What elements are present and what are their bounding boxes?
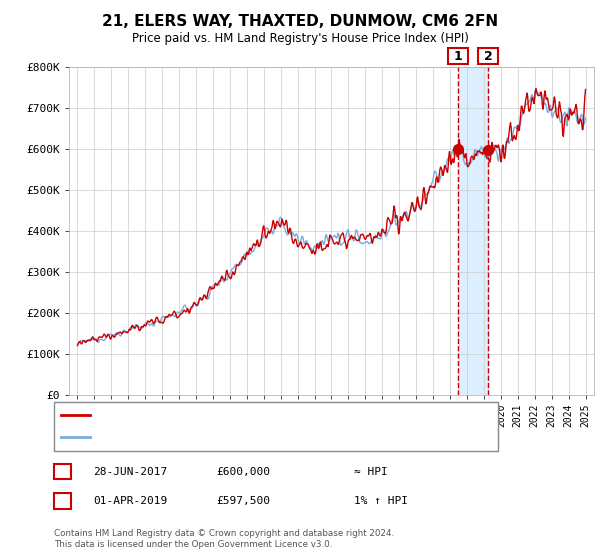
Text: 28-JUN-2017: 28-JUN-2017: [93, 466, 167, 477]
Text: 1: 1: [58, 465, 67, 478]
Text: 1% ↑ HPI: 1% ↑ HPI: [354, 496, 408, 506]
Text: £597,500: £597,500: [216, 496, 270, 506]
Text: 2: 2: [484, 49, 493, 63]
Text: 21, ELERS WAY, THAXTED, DUNMOW, CM6 2FN (detached house): 21, ELERS WAY, THAXTED, DUNMOW, CM6 2FN …: [96, 410, 434, 421]
Text: £600,000: £600,000: [216, 466, 270, 477]
Text: ≈ HPI: ≈ HPI: [354, 466, 388, 477]
Text: 1: 1: [454, 49, 463, 63]
Text: HPI: Average price, detached house, Uttlesford: HPI: Average price, detached house, Uttl…: [96, 432, 341, 442]
Text: Price paid vs. HM Land Registry's House Price Index (HPI): Price paid vs. HM Land Registry's House …: [131, 32, 469, 45]
Text: 01-APR-2019: 01-APR-2019: [93, 496, 167, 506]
Bar: [458, 67, 488, 395]
Text: 2: 2: [58, 494, 67, 508]
Text: Contains HM Land Registry data © Crown copyright and database right 2024.
This d: Contains HM Land Registry data © Crown c…: [54, 529, 394, 549]
Text: 21, ELERS WAY, THAXTED, DUNMOW, CM6 2FN: 21, ELERS WAY, THAXTED, DUNMOW, CM6 2FN: [102, 14, 498, 29]
